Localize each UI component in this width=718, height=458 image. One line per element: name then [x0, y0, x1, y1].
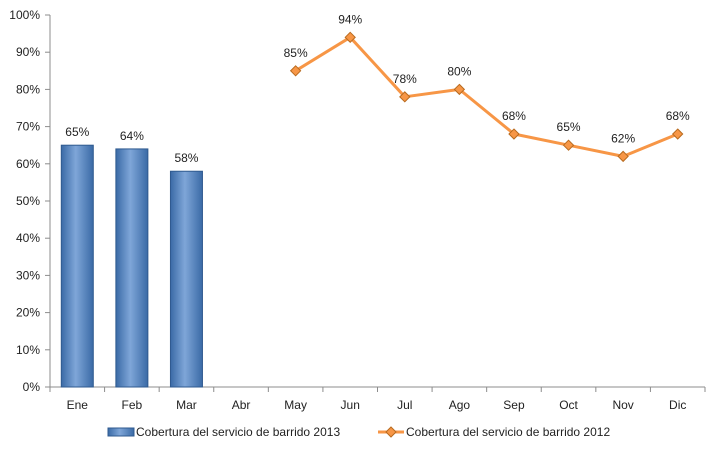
bar-data-label: 58%	[174, 151, 198, 165]
bar-data-label: 64%	[120, 129, 144, 143]
line-data-label: 68%	[666, 109, 690, 123]
line-data-label: 94%	[338, 12, 362, 26]
y-tick-label: 40%	[16, 231, 40, 245]
line-data-label: 85%	[284, 46, 308, 60]
legend-bar-swatch	[107, 427, 135, 437]
line-data-label: 80%	[447, 64, 471, 78]
x-tick-label: Mar	[176, 398, 197, 412]
bar	[60, 144, 94, 388]
line-point	[453, 83, 466, 96]
x-tick-label: Jul	[397, 398, 412, 412]
x-tick-label: Oct	[559, 398, 578, 412]
line-data-label: 78%	[393, 72, 417, 86]
x-tick-label: Dic	[669, 398, 686, 412]
legend-line-marker	[385, 426, 397, 438]
bars-group	[60, 144, 203, 388]
y-tick-label: 30%	[16, 268, 40, 282]
y-tick-label: 60%	[16, 157, 40, 171]
legend-label-2013: Cobertura del servicio de barrido 2013	[136, 425, 340, 439]
x-tick-label: Feb	[122, 398, 143, 412]
line-point	[289, 65, 302, 77]
bar-data-label: 65%	[65, 125, 89, 139]
x-tick-label: Ago	[449, 398, 471, 412]
legend: Cobertura del servicio de barrido 2013 Co…	[107, 425, 610, 439]
y-tick-label: 90%	[16, 45, 40, 59]
line-data-label: 62%	[611, 131, 635, 145]
line-point	[672, 128, 684, 140]
y-tick-label: 100%	[9, 8, 40, 22]
series-line	[294, 35, 679, 158]
x-tick-label: Sep	[503, 398, 525, 412]
x-tick-label: Jun	[341, 398, 360, 412]
line-data-label: 65%	[557, 120, 581, 134]
y-tick-label: 50%	[16, 194, 40, 208]
line-point	[562, 139, 575, 151]
y-tick-label: 80%	[16, 82, 40, 96]
legend-label-2012: Cobertura del servicio de barrido 2012	[406, 425, 610, 439]
line-point	[344, 31, 356, 44]
y-tick-label: 0%	[23, 380, 41, 394]
bar	[169, 170, 203, 388]
y-tick-label: 20%	[16, 306, 40, 320]
data-labels-group: 65% 64% 58% 85% 94% 78% 80% 68% 65% 62% 68%	[65, 12, 690, 165]
axes-group: 0% 10% 20% 30% 40% 50% 60% 70% 80% 90% 100% Ene Feb M…	[9, 8, 706, 412]
y-tick-label: 10%	[16, 343, 40, 357]
lines-group	[289, 31, 684, 163]
bar	[115, 148, 149, 388]
y-tick-label: 70%	[16, 120, 40, 134]
x-tick-label: Ene	[67, 398, 89, 412]
line-point	[399, 91, 411, 103]
x-tick-label: Nov	[612, 398, 633, 412]
line-data-label: 68%	[502, 109, 526, 123]
x-tick-label: May	[284, 398, 307, 412]
line-point	[508, 128, 520, 140]
x-tick-label: Abr	[232, 398, 251, 412]
line-point	[617, 150, 629, 163]
